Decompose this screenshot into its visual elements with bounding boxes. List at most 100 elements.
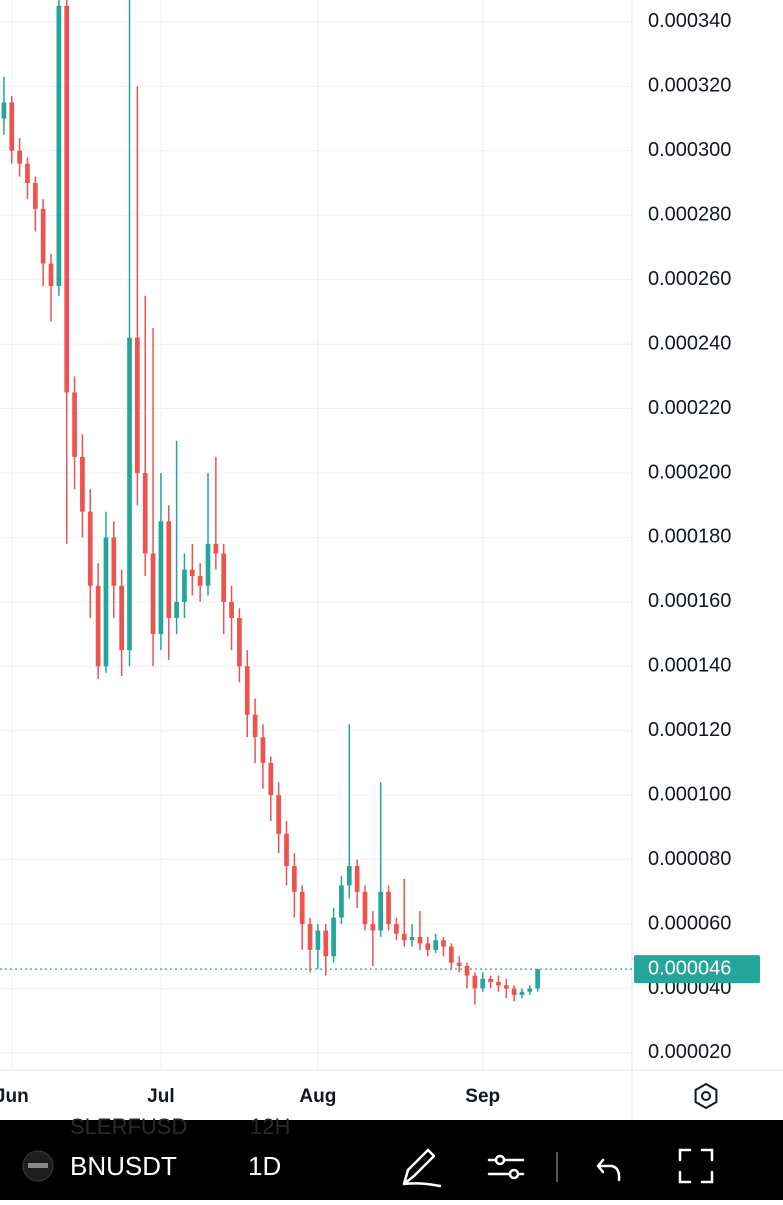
candle-body (276, 795, 282, 834)
candle-body (25, 163, 30, 184)
ghost-interval: 12H (250, 1114, 290, 1139)
candle-body (535, 969, 541, 989)
candle-body (323, 930, 329, 957)
candle-body (299, 891, 305, 925)
y-tick-label: 0.000060 (648, 912, 731, 934)
candle-body (401, 933, 407, 941)
candle-body (496, 982, 501, 986)
candle-body (315, 930, 321, 950)
candle-body (378, 891, 384, 931)
candle-body (370, 924, 376, 931)
candle-body (80, 456, 85, 512)
y-tick-label: 0.000260 (648, 268, 731, 290)
candle-body (189, 569, 195, 577)
candle-body (127, 337, 132, 651)
candle-body (9, 102, 15, 151)
interval[interactable]: 1D (248, 1151, 281, 1181)
candle-body (527, 988, 533, 992)
candle-body (331, 917, 336, 957)
candle-body (464, 965, 470, 976)
candle-body (158, 521, 164, 635)
candle-body (150, 553, 156, 635)
candle-body (111, 537, 117, 586)
candle-body (252, 714, 258, 738)
symbol[interactable]: BNUSDT (70, 1151, 177, 1181)
candle-body (409, 936, 415, 941)
y-tick-label: 0.000160 (648, 590, 731, 612)
candle-body (142, 472, 148, 554)
candle-body (480, 978, 486, 989)
y-tick-label: 0.000220 (648, 397, 731, 419)
ghost-symbol: SLERFUSD (70, 1114, 187, 1139)
candle-body (503, 985, 509, 989)
candle-body (103, 537, 109, 667)
candle-body (339, 885, 344, 918)
candle-body (72, 392, 77, 457)
candle-body (32, 183, 38, 209)
candles (1, 0, 541, 1005)
candle-body (213, 543, 219, 554)
y-tick-label: 0.000340 (648, 10, 731, 32)
y-tick-label: 0.000200 (648, 461, 731, 483)
candle-body (87, 511, 93, 586)
candle-body (260, 737, 266, 763)
x-tick-label: Jun (0, 1086, 29, 1107)
candle-body (95, 585, 101, 667)
candle-body (346, 866, 352, 886)
candle-body (472, 975, 478, 989)
candle-body (174, 601, 179, 618)
candle-body (48, 263, 54, 287)
undo-button[interactable] (596, 1158, 621, 1182)
candle-body (433, 940, 438, 950)
candle-body (448, 946, 454, 963)
candle-body (291, 866, 297, 892)
fullscreen-button[interactable] (678, 1148, 714, 1184)
y-tick-label: 0.000100 (648, 783, 731, 805)
candle-body (1, 102, 7, 119)
logo (22, 1150, 54, 1182)
y-tick-label: 0.000280 (648, 204, 731, 226)
settings-button[interactable] (694, 1082, 718, 1110)
draw-button[interactable] (402, 1148, 442, 1188)
candle-body (456, 962, 462, 966)
candle-body (182, 569, 187, 602)
y-tick-label: 0.000020 (648, 1041, 731, 1063)
candle-body (425, 943, 431, 950)
candle-body (488, 978, 493, 983)
candle-body (244, 666, 250, 715)
candle-body (166, 521, 172, 618)
last-price-box (634, 955, 760, 984)
candle-body (197, 576, 203, 586)
candle-body (268, 762, 274, 796)
indicators-button[interactable] (487, 1154, 525, 1180)
candle-body (284, 833, 289, 867)
candle-body (354, 866, 360, 892)
candle-body (221, 553, 227, 602)
axes: 0.000340 0.000320 0.000300 0.000280 0.000260… (0, 10, 731, 1107)
candle-body (17, 150, 22, 164)
candle-body (519, 991, 525, 995)
candle-body (307, 924, 313, 950)
candle-body (237, 617, 242, 667)
x-tick-label: Aug (299, 1086, 336, 1107)
candle-body (56, 5, 62, 287)
candle-body (64, 5, 70, 393)
y-tick-label: 0.000300 (648, 139, 731, 161)
candle-body (394, 924, 399, 934)
candle-body (119, 585, 125, 651)
y-tick-label: 0.000320 (648, 75, 731, 97)
x-tick-label: Jul (147, 1086, 174, 1107)
grid (0, 0, 632, 1070)
y-tick-label: 0.000180 (648, 526, 731, 548)
x-tick-label: Sep (465, 1086, 500, 1107)
candle-body (135, 337, 140, 473)
candle-body (386, 891, 391, 925)
y-tick-label: 0.000080 (648, 848, 731, 870)
candle-body (417, 936, 423, 944)
candle-body (441, 940, 446, 947)
last-price-label: 0.000046 (648, 957, 731, 979)
y-tick-label: 0.000120 (648, 719, 731, 741)
candle-body (362, 891, 368, 925)
